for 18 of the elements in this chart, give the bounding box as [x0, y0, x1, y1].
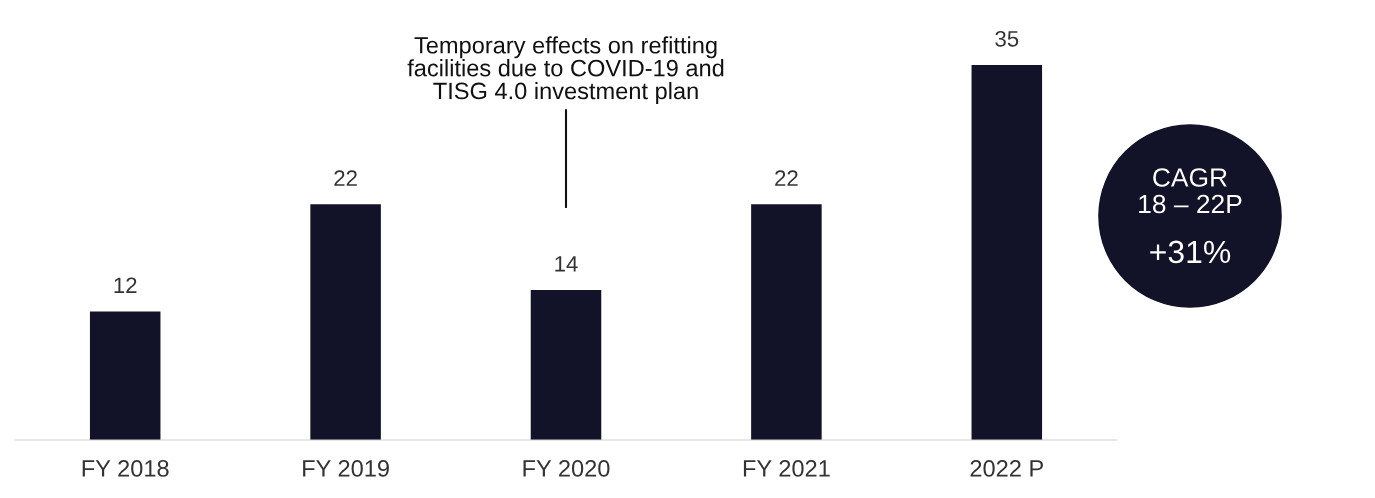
bar	[530, 290, 602, 440]
bar	[310, 204, 381, 440]
x-tick-label: 2022 P	[970, 460, 1043, 477]
x-tick-label: FY 2021	[743, 460, 830, 477]
annotation: Temporary effects on refitting facilities due to COVID-19 and TISG 4.0 investment plan	[407, 36, 724, 104]
text: CAGR 18 – 22P	[1139, 168, 1242, 214]
bar	[971, 65, 1043, 440]
data-label: 35	[995, 30, 1019, 47]
data-label: 12	[114, 277, 137, 293]
text: +31%	[1150, 240, 1231, 264]
x-tick-label: FY 2019	[303, 460, 389, 477]
bar	[89, 311, 161, 440]
x-tick-label: FY 2018	[82, 460, 169, 477]
bar	[751, 204, 822, 440]
data-label: 22	[775, 170, 798, 186]
data-label: 22	[334, 170, 357, 186]
x-tick-label: FY 2020	[523, 460, 610, 477]
data-label: 14	[555, 256, 578, 272]
